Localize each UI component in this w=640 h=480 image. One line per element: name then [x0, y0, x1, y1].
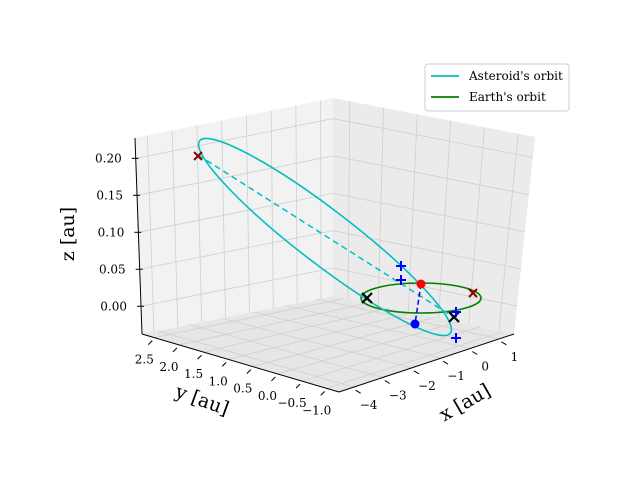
- grid-line-y: [146, 135, 155, 332]
- grid-line-z: [332, 118, 533, 158]
- grid-line-x: [221, 317, 413, 369]
- y-tick-label: 2.5: [135, 353, 154, 367]
- grid-line-x: [438, 120, 452, 319]
- tick-labels: 0.20 0.15 0.10 0.05 0.00 2.5 2.0 1.5 1.0 0.5 0.0−0…: [95, 151, 518, 417]
- grid-lines: [135, 100, 533, 389]
- grid-line-z: [332, 230, 522, 270]
- x-tick-mark: [384, 380, 391, 384]
- asteroid-major-axis-dashed: [197, 154, 456, 319]
- grid-line-z: [140, 267, 334, 307]
- x-tick-mark: [442, 360, 449, 365]
- grid-line-y: [171, 130, 179, 327]
- grid-line-y: [301, 326, 481, 382]
- z-tick-label: 0.20: [95, 151, 122, 165]
- y-tick-label: 1.0: [209, 374, 228, 388]
- grid-line-z: [332, 192, 525, 233]
- grid-line-x: [189, 324, 383, 378]
- x-tick-mark: [501, 341, 507, 346]
- axis-lines: [134, 137, 515, 393]
- grid-line-x: [347, 101, 351, 300]
- y-tick-mark: [147, 340, 153, 345]
- plus-marker-2: [396, 275, 406, 285]
- x-axis-line: [338, 333, 515, 393]
- grid-line-z: [136, 155, 334, 196]
- z-axis-label: z [au]: [57, 207, 79, 261]
- grid-line-z: [332, 267, 518, 307]
- grid-line-z: [138, 192, 334, 233]
- grid-line-y: [228, 312, 413, 360]
- series-asteroid-orbit: [197, 137, 453, 337]
- aphelion-x-marker: [193, 151, 203, 161]
- y-tick-mark: [320, 391, 326, 396]
- x-tick-label: −2: [418, 379, 436, 393]
- grid-line-y: [154, 297, 345, 339]
- grid-line-y: [277, 321, 458, 375]
- x-tick-label: 0: [481, 360, 489, 374]
- x-tick-mark: [471, 351, 478, 355]
- grid-line-x: [157, 330, 354, 388]
- grid-line-y: [221, 120, 226, 318]
- grid-line-x: [285, 305, 471, 349]
- grid-line-y: [326, 331, 503, 389]
- y-tick-mark: [246, 369, 252, 374]
- markers: [193, 151, 478, 343]
- grid-line-y: [295, 105, 298, 304]
- y-tick-mark: [221, 362, 227, 367]
- grid-line-y: [178, 302, 368, 346]
- grid-line-x: [253, 311, 442, 359]
- z-tick-label: 0.10: [98, 225, 125, 239]
- x-tick-mark: [355, 389, 361, 394]
- grid-line-z: [139, 230, 334, 270]
- x-tick-label: −4: [360, 398, 378, 412]
- grid-line-y: [245, 115, 250, 313]
- grid-line-x: [316, 298, 500, 340]
- pane-back: [135, 98, 333, 334]
- z-tick-label: 0.15: [96, 188, 123, 202]
- y-tick-mark: [271, 376, 276, 382]
- grid-line-y: [203, 307, 390, 353]
- y-axis-line: [141, 333, 340, 393]
- x-tick-label: −1: [447, 369, 465, 383]
- line-of-nodes-dashed: [414, 283, 422, 325]
- legend: Asteroid's orbit Earth's orbit: [424, 63, 570, 112]
- grid-line-x: [498, 133, 519, 331]
- y-tick-label: −0.5: [277, 396, 306, 410]
- z-axis-line: [134, 137, 143, 335]
- x-tick-label: 1: [511, 350, 519, 364]
- pane-floor: [142, 296, 514, 392]
- node-point: [410, 319, 420, 329]
- y-tick-label: 2.0: [159, 360, 178, 374]
- grid-line-y: [270, 110, 274, 308]
- y-tick-mark: [295, 383, 301, 389]
- y-tick-label: −1.0: [302, 403, 331, 417]
- plus-marker-1: [396, 261, 406, 271]
- z-tick-label: 0.05: [99, 262, 126, 276]
- grid-line-y: [252, 316, 435, 368]
- legend-label-earth: Earth's orbit: [469, 90, 546, 104]
- pane-right: [333, 98, 535, 334]
- grid-line-x: [408, 114, 418, 312]
- legend-label-asteroid: Asteroid's orbit: [468, 69, 563, 83]
- grid-line-x: [377, 107, 384, 306]
- earth-x-marker-left: [361, 292, 373, 304]
- z-tick-label: 0.00: [100, 299, 127, 313]
- y-tick-label: 1.5: [184, 367, 203, 381]
- earth-x-marker-right: [468, 288, 478, 298]
- y-tick-label: 0.0: [258, 389, 277, 403]
- x-tick-mark: [413, 370, 420, 375]
- x-tick-label: −3: [389, 389, 407, 403]
- y-tick-label: 0.5: [233, 382, 252, 396]
- earth-x-marker-front: [448, 311, 460, 323]
- y-tick-mark: [197, 354, 202, 360]
- grid-line-y: [196, 125, 203, 323]
- x-axis-label: x [au]: [436, 379, 495, 426]
- grid-line-z: [332, 155, 529, 196]
- sun-point: [416, 279, 426, 289]
- legend-box: [424, 63, 570, 112]
- plus-marker-3: [451, 307, 461, 317]
- plus-marker-4: [451, 333, 461, 343]
- y-tick-mark: [172, 347, 178, 353]
- grid-line-z: [135, 118, 334, 159]
